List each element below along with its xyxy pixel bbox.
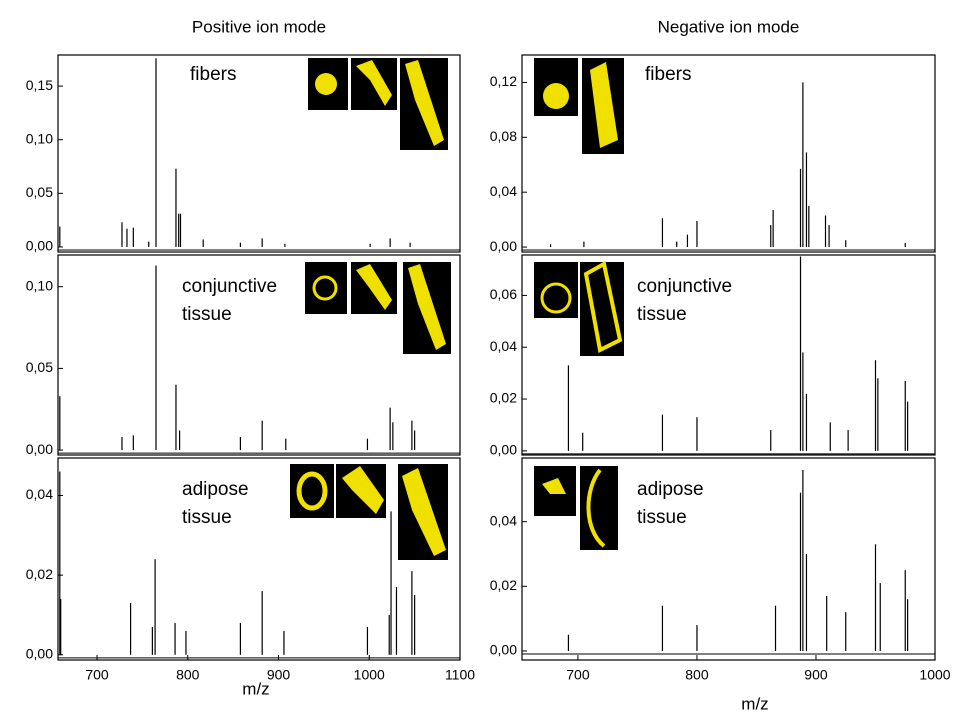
y-tick-label: 0,10 bbox=[26, 277, 53, 293]
micrograph-blob bbox=[590, 62, 618, 148]
y-tick-label: 0,04 bbox=[490, 183, 517, 199]
column-title: Positive ion mode bbox=[192, 17, 326, 36]
y-tick-label: 0,00 bbox=[490, 642, 517, 658]
x-axis-label: m/z bbox=[242, 679, 269, 698]
y-tick-label: 0,00 bbox=[490, 442, 517, 458]
y-tick-label: 0,00 bbox=[490, 238, 517, 254]
micrograph-blob bbox=[342, 466, 384, 514]
y-tick-label: 0,02 bbox=[490, 577, 517, 593]
panel-label: tissue bbox=[182, 507, 232, 528]
y-tick-label: 0,04 bbox=[490, 338, 517, 354]
micrograph-blob bbox=[402, 468, 446, 556]
x-tick-label: 900 bbox=[267, 667, 291, 683]
y-tick-label: 0,08 bbox=[490, 128, 517, 144]
y-tick-label: 0,12 bbox=[490, 73, 517, 89]
y-tick-label: 0,00 bbox=[26, 646, 53, 662]
micrograph-blob bbox=[356, 264, 392, 310]
x-tick-label: 700 bbox=[85, 667, 109, 683]
x-tick-label: 800 bbox=[685, 667, 709, 683]
panel-label: conjunctive bbox=[637, 276, 732, 297]
x-axis-label: m/z bbox=[741, 694, 768, 713]
micrograph-blob bbox=[405, 60, 444, 146]
column-title: Negative ion mode bbox=[658, 17, 800, 36]
y-tick-label: 0,06 bbox=[490, 286, 517, 302]
plot-frame bbox=[521, 254, 936, 456]
panel-label: tissue bbox=[182, 304, 232, 325]
plot-frame bbox=[57, 457, 461, 661]
y-tick-label: 0,04 bbox=[26, 486, 53, 502]
micrograph bbox=[305, 262, 347, 314]
x-tick-label: 1100 bbox=[445, 667, 475, 683]
micrograph-blob bbox=[583, 260, 623, 353]
y-tick-label: 0,00 bbox=[26, 441, 53, 457]
micrograph-blob bbox=[408, 264, 446, 350]
panel-label: adipose bbox=[637, 479, 704, 500]
panel-label: conjunctive bbox=[182, 276, 277, 297]
y-tick-label: 0,05 bbox=[26, 359, 53, 375]
micrograph bbox=[534, 262, 578, 318]
x-tick-label: 900 bbox=[804, 667, 828, 683]
micrograph-blob bbox=[540, 282, 572, 314]
panel-label: fibers bbox=[645, 64, 691, 85]
y-tick-label: 0,04 bbox=[490, 512, 517, 528]
panel-label: adipose bbox=[182, 479, 249, 500]
plot-frame bbox=[57, 254, 461, 456]
y-tick-label: 0,10 bbox=[26, 130, 53, 146]
micrograph-blob bbox=[356, 60, 392, 106]
x-tick-label: 700 bbox=[566, 667, 590, 683]
micrograph-blob bbox=[542, 478, 566, 494]
micrograph-blob bbox=[543, 83, 569, 109]
plot-frame bbox=[521, 457, 936, 661]
y-tick-label: 0,02 bbox=[490, 390, 517, 406]
x-tick-label: 1000 bbox=[354, 667, 385, 683]
panel-label: tissue bbox=[637, 507, 687, 528]
panel-label: fibers bbox=[190, 64, 236, 85]
x-tick-label: 1000 bbox=[919, 667, 950, 683]
y-tick-label: 0,15 bbox=[26, 77, 53, 93]
micrograph-blob bbox=[315, 73, 337, 95]
panel-label: tissue bbox=[637, 304, 687, 325]
y-tick-label: 0,00 bbox=[26, 238, 53, 254]
plot-frame bbox=[57, 54, 461, 253]
micrograph-blob bbox=[296, 471, 328, 511]
micrograph-blob bbox=[312, 275, 338, 301]
micrograph-blob bbox=[586, 468, 606, 548]
y-tick-label: 0,02 bbox=[26, 566, 53, 582]
micrographs bbox=[290, 58, 624, 560]
plot-frame bbox=[521, 54, 936, 253]
micrograph bbox=[580, 466, 618, 550]
x-tick-label: 800 bbox=[176, 667, 200, 683]
y-tick-label: 0,05 bbox=[26, 184, 53, 200]
